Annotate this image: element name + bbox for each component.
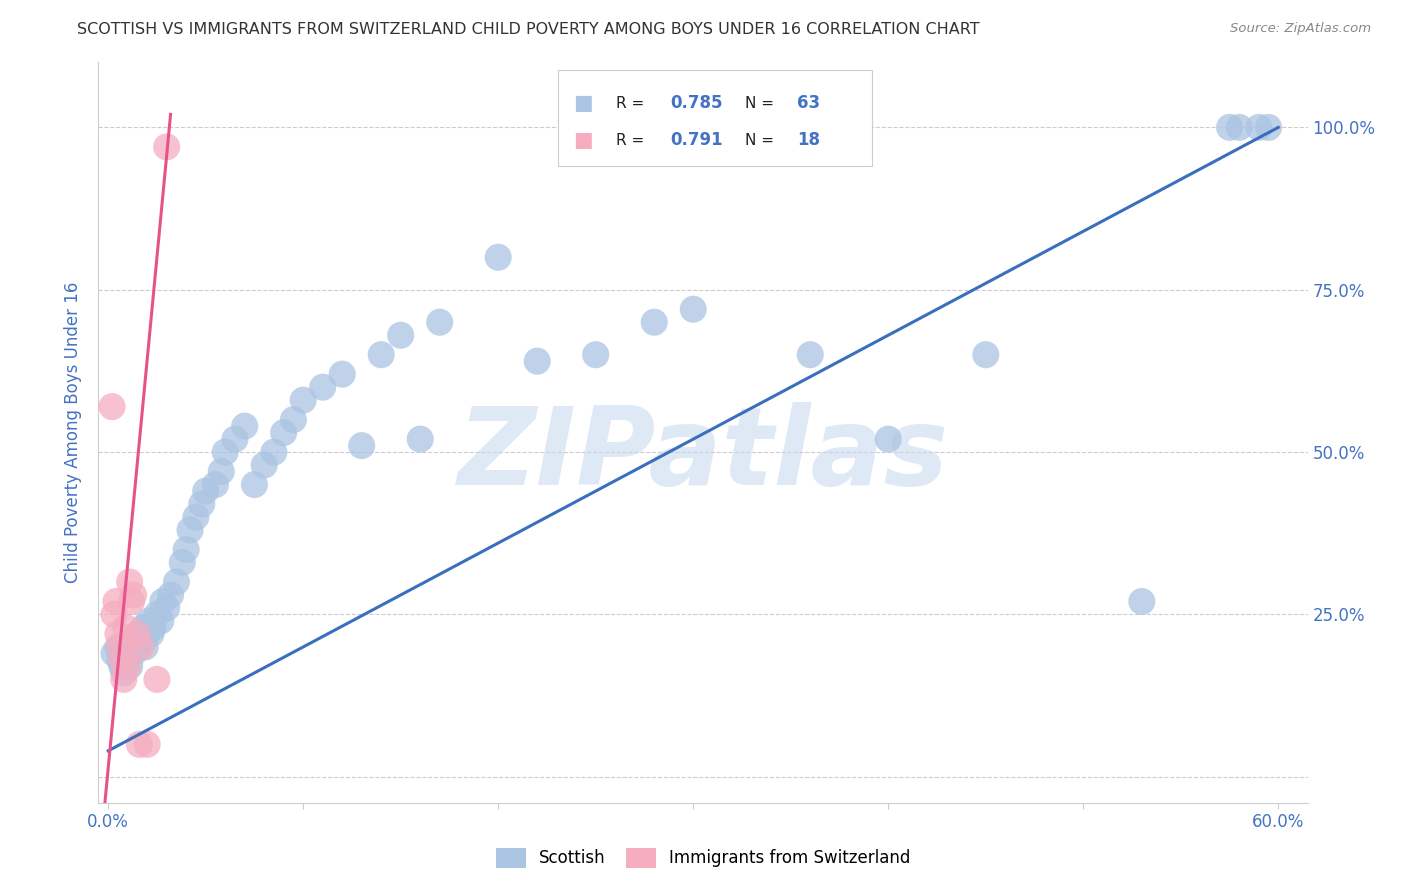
Point: [108, 653, 131, 667]
Point: [429, 315, 451, 329]
Text: 18: 18: [797, 131, 820, 149]
Point: [112, 665, 135, 680]
Point: [253, 458, 276, 472]
Point: [1130, 594, 1153, 608]
Text: 0.785: 0.785: [671, 95, 723, 112]
Point: [263, 445, 285, 459]
Point: [131, 640, 153, 654]
Point: [142, 620, 165, 634]
Point: [139, 627, 162, 641]
Point: [224, 432, 246, 446]
Point: [209, 465, 232, 479]
Point: [111, 653, 134, 667]
Point: [131, 633, 153, 648]
Point: [877, 432, 900, 446]
Point: [101, 400, 124, 414]
Point: [1227, 120, 1250, 135]
Point: [146, 673, 169, 687]
Point: [165, 574, 187, 589]
FancyBboxPatch shape: [558, 70, 872, 166]
Text: ZIPatlas: ZIPatlas: [457, 401, 949, 508]
Text: ■: ■: [574, 130, 593, 150]
Point: [526, 354, 548, 368]
Point: [585, 348, 607, 362]
Point: [127, 640, 149, 654]
Point: [179, 523, 201, 537]
Text: ■: ■: [574, 93, 593, 113]
Point: [283, 412, 305, 426]
Point: [682, 302, 704, 317]
Point: [111, 659, 134, 673]
Point: [1247, 120, 1270, 135]
Point: [643, 315, 665, 329]
Point: [117, 647, 139, 661]
Point: [312, 380, 335, 394]
Point: [350, 439, 373, 453]
Point: [103, 647, 125, 661]
Point: [118, 659, 141, 673]
Point: [114, 653, 136, 667]
Point: [124, 633, 146, 648]
Text: 63: 63: [797, 95, 821, 112]
Point: [114, 620, 136, 634]
Point: [194, 484, 217, 499]
Point: [156, 601, 179, 615]
Point: [974, 348, 997, 362]
Text: R =: R =: [616, 133, 650, 148]
Point: [127, 627, 149, 641]
Point: [128, 627, 150, 641]
Point: [214, 445, 236, 459]
Point: [799, 348, 821, 362]
Point: [128, 737, 150, 751]
Point: [204, 477, 226, 491]
Point: [117, 659, 139, 673]
Point: [370, 348, 392, 362]
Point: [112, 673, 135, 687]
Point: [273, 425, 295, 440]
Point: [107, 627, 129, 641]
Point: [136, 627, 159, 641]
Point: [104, 594, 127, 608]
Point: [409, 432, 432, 446]
Point: [121, 594, 143, 608]
Point: [122, 647, 145, 661]
Text: 0.791: 0.791: [671, 131, 723, 149]
Point: [122, 588, 145, 602]
Point: [138, 614, 160, 628]
Point: [389, 328, 412, 343]
Point: [292, 393, 315, 408]
Point: [174, 542, 197, 557]
Point: [243, 477, 266, 491]
Legend: Scottish, Immigrants from Switzerland: Scottish, Immigrants from Switzerland: [488, 840, 918, 876]
Point: [330, 367, 353, 381]
Point: [184, 510, 207, 524]
Point: [134, 640, 156, 654]
Point: [1257, 120, 1279, 135]
Point: [486, 250, 509, 264]
Text: SCOTTISH VS IMMIGRANTS FROM SWITZERLAND CHILD POVERTY AMONG BOYS UNDER 16 CORREL: SCOTTISH VS IMMIGRANTS FROM SWITZERLAND …: [77, 22, 980, 37]
Point: [233, 419, 256, 434]
Point: [118, 574, 141, 589]
Point: [191, 497, 214, 511]
Text: R =: R =: [616, 95, 650, 111]
Point: [132, 620, 155, 634]
Y-axis label: Child Poverty Among Boys Under 16: Child Poverty Among Boys Under 16: [65, 282, 83, 583]
Point: [159, 588, 181, 602]
Text: Source: ZipAtlas.com: Source: ZipAtlas.com: [1230, 22, 1371, 36]
Point: [146, 607, 169, 622]
Text: N =: N =: [745, 133, 779, 148]
Point: [1219, 120, 1241, 135]
Point: [156, 140, 179, 154]
Point: [103, 607, 125, 622]
Point: [107, 640, 129, 654]
Text: N =: N =: [745, 95, 779, 111]
Point: [121, 640, 143, 654]
Point: [149, 614, 172, 628]
Point: [152, 594, 174, 608]
Point: [136, 737, 159, 751]
Point: [172, 556, 194, 570]
Point: [108, 640, 131, 654]
